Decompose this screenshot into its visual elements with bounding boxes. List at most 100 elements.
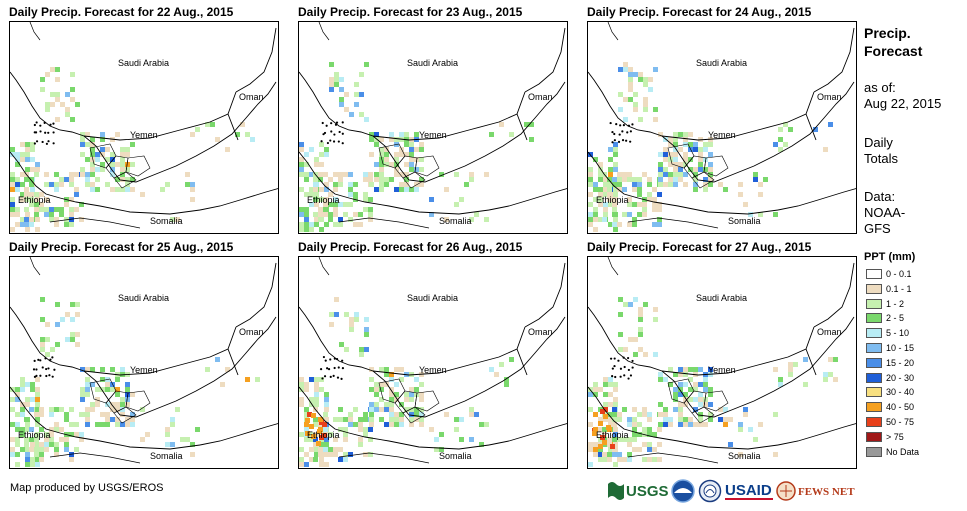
- precip-cell: [384, 407, 389, 412]
- precip-cell: [617, 182, 622, 187]
- precip-cell: [309, 377, 314, 382]
- precip-cell: [363, 172, 368, 177]
- precip-cell: [607, 192, 612, 197]
- precip-cell: [703, 147, 708, 152]
- precip-cell: [40, 297, 45, 302]
- precip-cell: [115, 387, 120, 392]
- precip-cell: [313, 182, 318, 187]
- precip-cell: [469, 412, 474, 417]
- precip-cell: [120, 152, 125, 157]
- precip-cell: [304, 427, 309, 432]
- precip-cell: [652, 432, 657, 437]
- precip-cell: [24, 207, 29, 212]
- precip-cell: [429, 212, 434, 217]
- precip-cell: [419, 392, 424, 397]
- precip-cell: [369, 412, 374, 417]
- precip-cell: [693, 172, 698, 177]
- precip-cell: [618, 312, 623, 317]
- precip-cell: [314, 192, 319, 197]
- precip-cell: [44, 207, 49, 212]
- island-dot: [329, 375, 332, 379]
- island-dot: [44, 131, 47, 134]
- precip-cell: [25, 142, 30, 147]
- island-dot: [35, 140, 39, 143]
- precip-cell: [698, 397, 703, 402]
- precip-cell: [404, 407, 409, 412]
- precip-cell: [598, 162, 603, 167]
- precip-cell: [638, 327, 643, 332]
- island-dot: [341, 132, 344, 135]
- legend-label: 1 - 2: [886, 298, 905, 309]
- precip-cell: [603, 212, 608, 217]
- precip-cell: [708, 412, 713, 417]
- precip-cell: [25, 212, 30, 217]
- precip-cell: [120, 187, 125, 192]
- precip-cell: [65, 112, 70, 117]
- precip-cell: [35, 422, 40, 427]
- precip-cell: [175, 217, 180, 222]
- precip-cell: [647, 442, 652, 447]
- precip-cell: [95, 402, 100, 407]
- precip-cell: [25, 152, 30, 157]
- precip-cell: [399, 367, 404, 372]
- precip-cell: [299, 212, 304, 217]
- precip-cell: [593, 442, 598, 447]
- island-dot: [33, 123, 36, 127]
- island-dot: [623, 365, 626, 369]
- precip-cell: [15, 182, 20, 187]
- precip-cell: [70, 317, 75, 322]
- precip-cell: [409, 392, 414, 397]
- precip-cell: [90, 367, 95, 372]
- island-dot: [335, 121, 339, 124]
- precip-cell: [30, 157, 35, 162]
- precip-cell: [80, 152, 85, 157]
- precip-cell: [612, 412, 617, 417]
- legend-title: PPT (mm): [864, 251, 916, 263]
- precip-cell: [610, 444, 615, 449]
- precip-cell: [55, 77, 60, 82]
- precip-cell: [75, 332, 80, 337]
- precip-cell: [59, 182, 64, 187]
- precip-cell: [627, 437, 632, 442]
- precip-cell: [653, 67, 658, 72]
- precip-cell: [304, 152, 309, 157]
- precip-cell: [603, 202, 608, 207]
- precip-cell: [627, 452, 632, 457]
- precip-cell: [120, 162, 125, 167]
- precip-cell: [75, 302, 80, 307]
- precip-cell: [608, 377, 613, 382]
- precip-cell: [334, 72, 339, 77]
- precip-cell: [708, 182, 713, 187]
- precip-cell: [369, 417, 374, 422]
- precip-cell: [15, 387, 20, 392]
- precip-cell: [617, 417, 622, 422]
- precip-cell: [379, 387, 384, 392]
- precip-cell: [25, 457, 30, 462]
- island-dot: [49, 123, 52, 126]
- island-dot: [44, 357, 47, 360]
- precip-cell: [70, 302, 75, 307]
- precip-cell: [120, 397, 125, 402]
- precip-cell: [657, 202, 662, 207]
- precip-cell: [105, 417, 110, 422]
- precip-cell: [628, 72, 633, 77]
- precip-cell: [324, 402, 329, 407]
- precip-cell: [708, 152, 713, 157]
- precip-cell: [683, 157, 688, 162]
- precip-cell: [334, 297, 339, 302]
- panel-title: Daily Precip. Forecast for 27 Aug., 2015: [587, 240, 812, 254]
- precip-cell: [389, 387, 394, 392]
- precip-cell: [79, 432, 84, 437]
- as-of-label: as of:: [864, 80, 896, 95]
- precip-cell: [404, 187, 409, 192]
- precip-cell: [628, 87, 633, 92]
- precip-cell: [642, 172, 647, 177]
- precip-cell: [828, 357, 833, 362]
- precip-cell: [683, 132, 688, 137]
- precip-cell: [313, 442, 318, 447]
- precip-cell: [100, 167, 105, 172]
- precip-cell: [688, 142, 693, 147]
- precip-cell: [120, 157, 125, 162]
- precip-cell: [728, 417, 733, 422]
- precip-cell: [24, 417, 29, 422]
